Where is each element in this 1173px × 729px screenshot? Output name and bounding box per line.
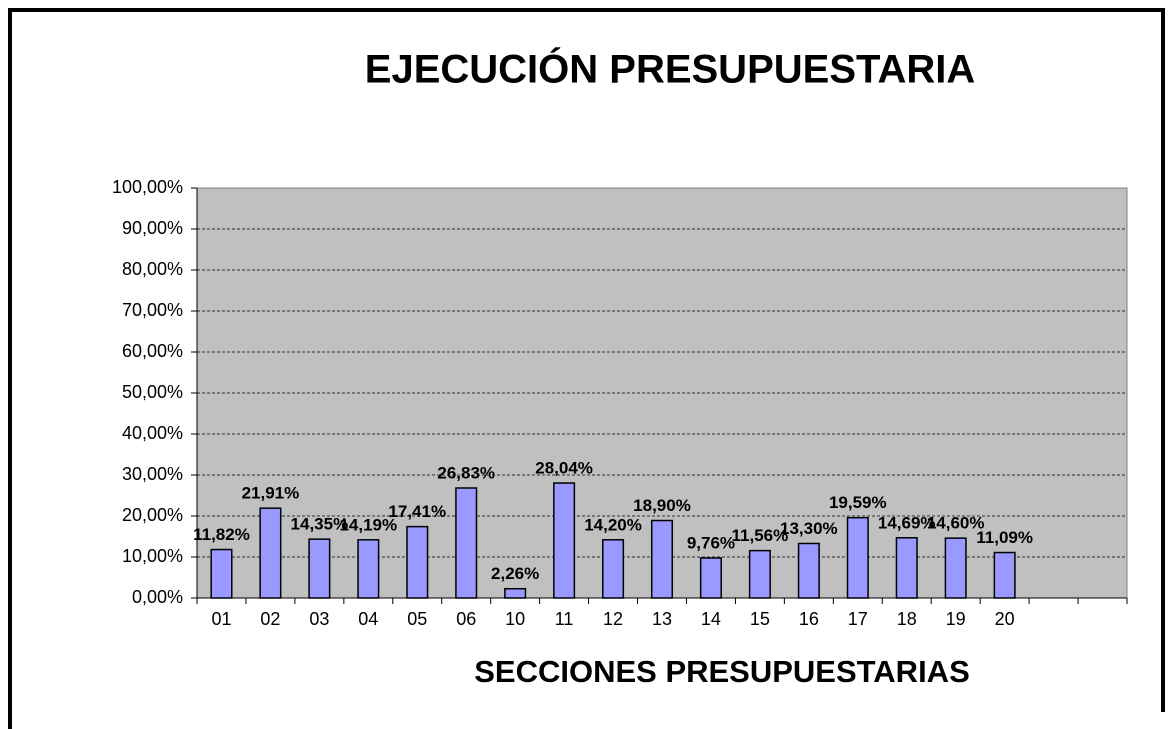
y-tick-label: 100,00% [112, 177, 183, 197]
x-tick-label: 06 [456, 609, 476, 629]
data-label: 21,91% [242, 484, 300, 503]
bar [699, 557, 722, 599]
y-tick-label: 50,00% [122, 382, 183, 402]
x-tick-label: 11 [555, 609, 574, 629]
x-tick-label: 12 [603, 609, 623, 629]
data-label: 14,19% [339, 515, 397, 534]
bar [455, 487, 478, 599]
x-tick-label: 19 [946, 609, 966, 629]
data-label: 2,26% [491, 564, 539, 583]
bar [553, 482, 576, 599]
data-label: 14,20% [584, 515, 642, 534]
y-tick-label: 20,00% [122, 505, 183, 525]
x-tick-label: 17 [848, 609, 868, 629]
bar [993, 551, 1016, 599]
bar [797, 542, 820, 599]
bar [846, 516, 869, 599]
data-label: 26,83% [437, 463, 495, 482]
x-tick-label: 10 [505, 609, 525, 629]
x-tick-label: 02 [260, 609, 280, 629]
x-tick-label: 18 [897, 609, 917, 629]
data-label: 11,56% [732, 526, 789, 545]
x-tick-label: 01 [211, 609, 231, 629]
x-tick-label: 15 [750, 609, 770, 629]
data-label: 18,90% [633, 496, 691, 515]
bar [308, 538, 331, 599]
bar [357, 539, 380, 599]
bar [259, 507, 282, 599]
chart-title: EJECUCIÓN PRESUPUESTARIA [365, 46, 975, 92]
bar [650, 519, 674, 599]
data-label: 17,41% [388, 502, 446, 521]
data-label: 19,59% [829, 493, 887, 512]
y-tick-label: 90,00% [122, 218, 183, 238]
y-tick-label: 80,00% [122, 259, 183, 279]
bar [504, 587, 527, 599]
data-label: 9,76% [687, 533, 735, 552]
y-tick-label: 40,00% [122, 423, 183, 443]
data-label: 13,30% [780, 519, 838, 538]
frame [8, 8, 1165, 729]
x-tick-label: 20 [995, 609, 1015, 629]
data-label: 14,35% [291, 515, 349, 534]
bar [895, 537, 918, 599]
x-tick-label: 14 [701, 609, 721, 629]
data-label: 14,69% [878, 513, 936, 532]
data-label: 14,60% [927, 514, 985, 533]
bar [210, 548, 233, 599]
data-label: 11,09% [976, 528, 1033, 547]
x-tick-label: 05 [407, 609, 427, 629]
bar [748, 549, 771, 599]
x-tick-label: 04 [358, 609, 378, 629]
x-tick-label: 13 [652, 609, 672, 629]
bar [944, 537, 967, 599]
data-label: 28,04% [535, 459, 593, 478]
x-tick-label: 16 [799, 609, 819, 629]
y-tick-label: 70,00% [122, 300, 183, 320]
x-tick-label: 03 [309, 609, 329, 629]
y-tick-label: 30,00% [122, 464, 183, 484]
y-tick-label: 0,00% [132, 587, 183, 607]
y-tick-label: 10,00% [122, 546, 183, 566]
y-tick-label: 60,00% [122, 341, 183, 361]
data-label: 11,82% [193, 525, 250, 544]
bar [602, 539, 625, 599]
x-axis-title: SECCIONES PRESUPUESTARIAS [474, 654, 970, 689]
bar [406, 525, 429, 599]
